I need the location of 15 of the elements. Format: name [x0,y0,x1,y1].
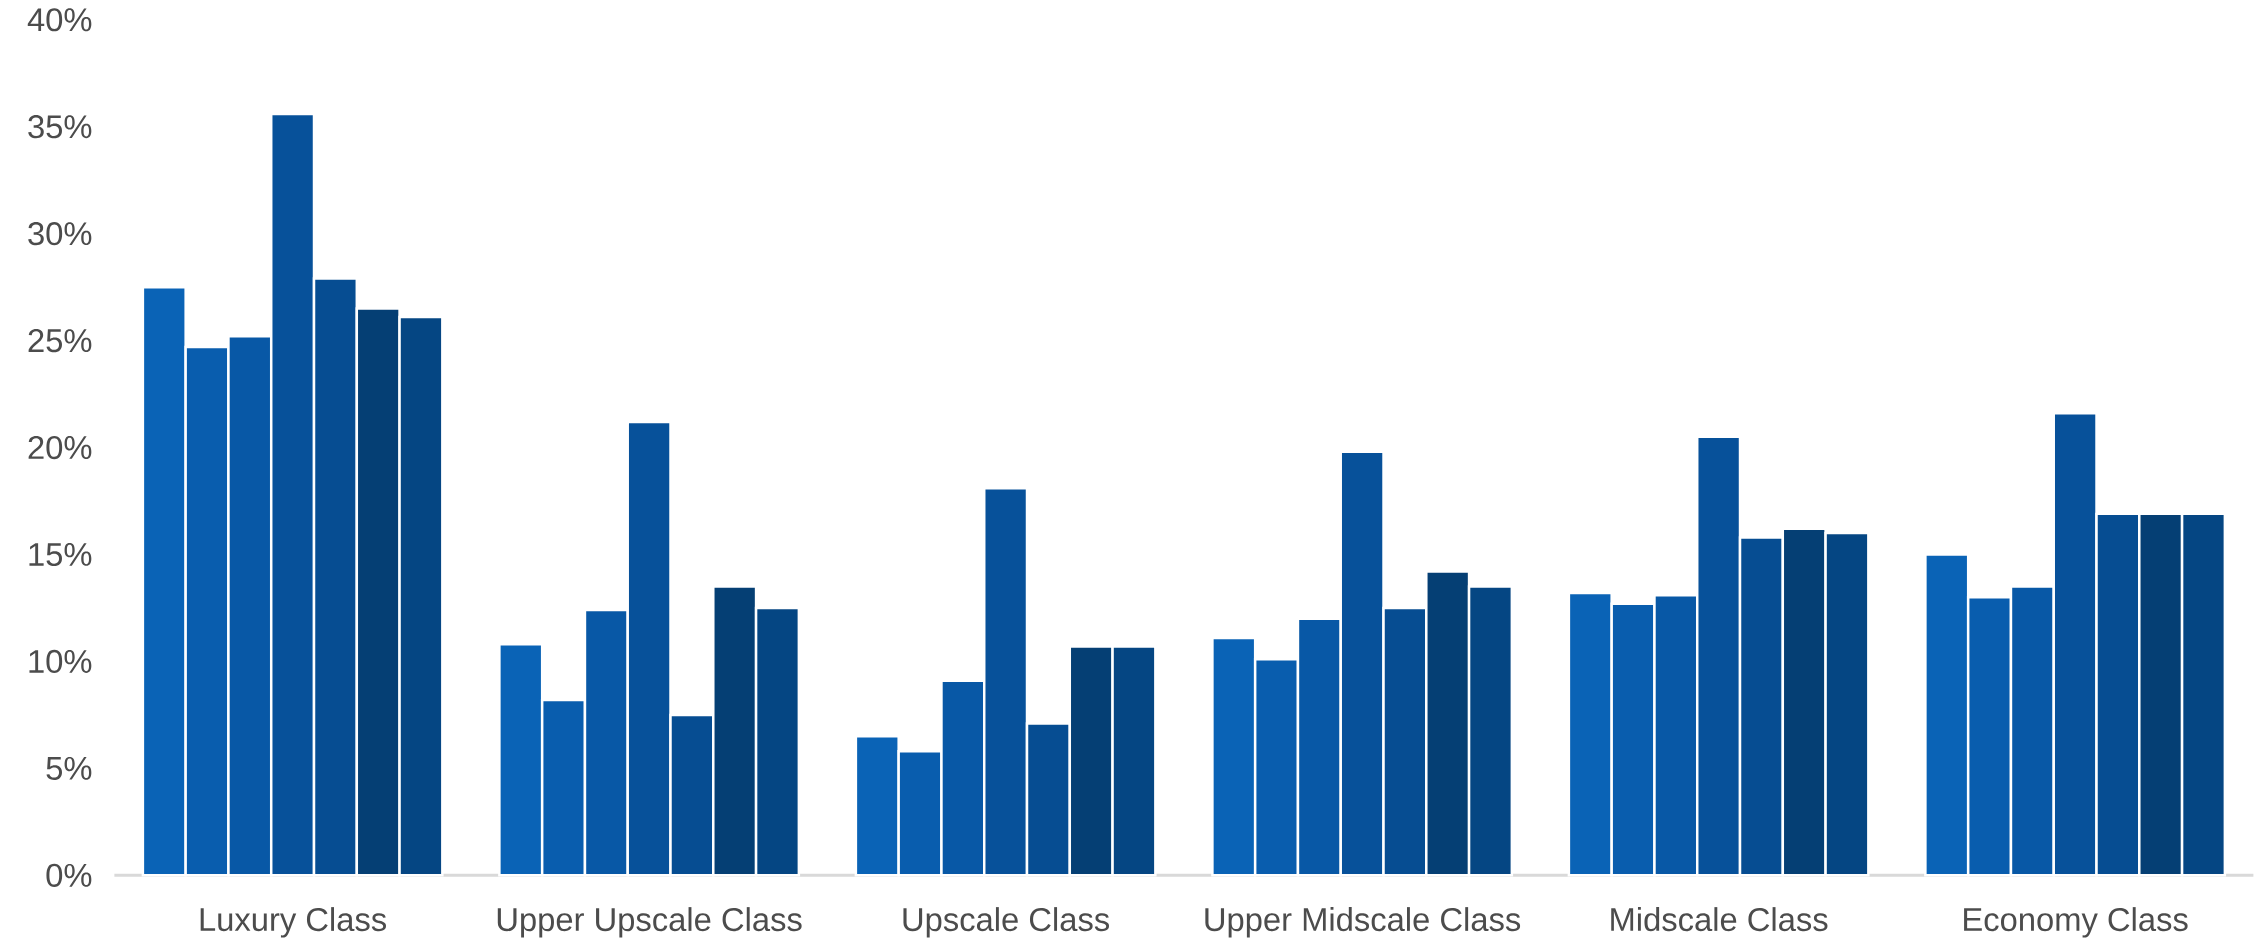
x-tick-label: Upper Midscale Class [1205,907,1521,938]
y-tick-label: 5% [46,756,92,780]
x-tick-label: Economy Class [1964,907,2188,938]
y-tick-label: 15% [29,543,92,567]
y-tick-label: 30% [28,222,92,246]
x-tick-label: Midscale Class [1611,907,1828,932]
y-tick-label: 40% [27,8,92,32]
y-tick-label: 20% [28,435,92,460]
y-tick-label: 35% [28,115,92,139]
x-tick-label: Upscale Class [903,907,1110,938]
y-tick-label: 25% [28,329,92,353]
y-tick-label: 0% [46,863,92,887]
x-tick-label: Upper Upscale Class [497,907,802,938]
y-tick-label: 10% [29,649,92,674]
x-tick-label: Luxury Class [200,907,386,938]
